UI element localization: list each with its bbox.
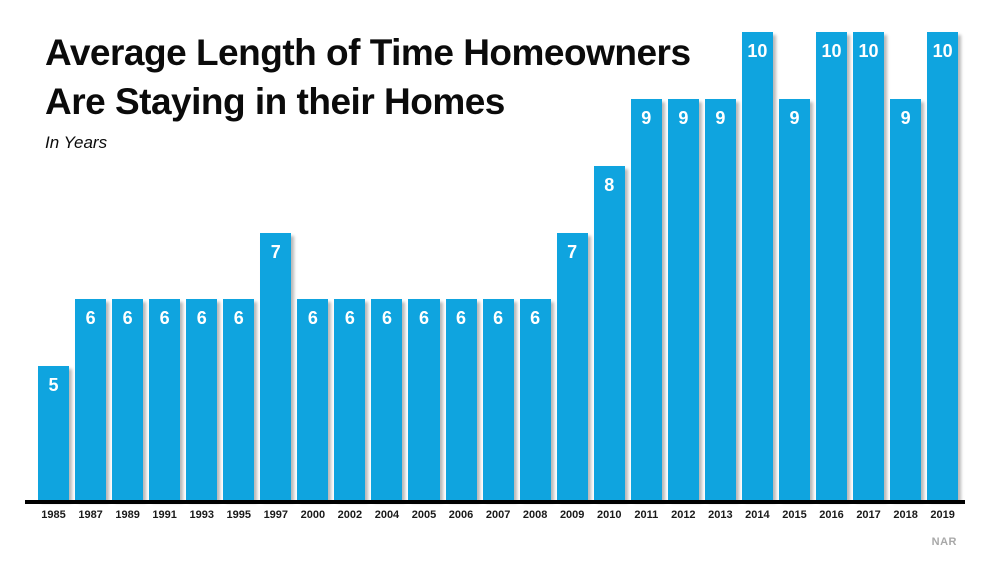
bar-1993: 6 — [186, 299, 218, 500]
x-tick-label: 2018 — [893, 509, 918, 521]
chart-header: Average Length of Time Homeowners Are St… — [45, 28, 691, 153]
bar-value-label: 9 — [900, 107, 911, 128]
x-tick-label: 2007 — [485, 509, 511, 521]
bar-2017: 10 — [853, 32, 885, 500]
x-tick-label: 2004 — [374, 509, 400, 521]
bar-value-label: 6 — [381, 308, 392, 329]
chart-title-line-1: Average Length of Time Homeowners — [45, 32, 691, 73]
bar-value-label: 6 — [344, 308, 355, 329]
bar-value-label: 6 — [530, 308, 541, 329]
bar-value-label: 6 — [159, 308, 170, 329]
bar-2005: 6 — [408, 299, 440, 500]
x-tick-label: 2016 — [819, 509, 844, 521]
x-axis-line — [25, 500, 965, 504]
x-tick-label: 2008 — [522, 509, 548, 521]
bar-2013: 9 — [704, 98, 736, 500]
x-tick-label: 1993 — [189, 509, 214, 521]
bar-2011: 9 — [630, 98, 662, 500]
bar-2004: 6 — [371, 299, 403, 500]
x-tick-label: 2019 — [930, 509, 955, 521]
bar-2019: 10 — [927, 32, 959, 500]
x-tick-label: 2002 — [337, 509, 363, 521]
bar-value-label: 9 — [789, 107, 800, 128]
bar-2002: 6 — [334, 299, 366, 500]
bar-2012: 9 — [667, 98, 699, 500]
bar-value-label: 10 — [747, 41, 768, 61]
bar-value-label: 6 — [456, 308, 467, 329]
x-tick-label: 2013 — [708, 509, 733, 521]
bar-value-label: 6 — [418, 308, 429, 329]
x-tick-label: 1997 — [263, 509, 289, 521]
x-tick-label: 2010 — [596, 509, 622, 521]
x-tick-label: 1985 — [41, 509, 66, 521]
x-tick-label: 2005 — [411, 509, 437, 521]
x-tick-label: 2006 — [448, 509, 474, 521]
bar-value-label: 5 — [48, 375, 59, 396]
bar-value-label: 10 — [821, 41, 842, 61]
x-tick-label: 2011 — [634, 509, 659, 521]
x-tick-label: 2015 — [782, 509, 807, 521]
x-tick-label: 1989 — [115, 509, 140, 521]
bar-value-label: 7 — [270, 241, 281, 262]
bar-value-label: 6 — [493, 308, 504, 329]
bar-value-label: 6 — [307, 308, 318, 329]
bar-1989: 6 — [112, 299, 144, 500]
bar-value-label: 10 — [932, 41, 953, 61]
x-axis-labels: 1985 1987 1989 1991 1993 1995 1997 2000 2002 2004… — [38, 509, 958, 521]
bar-1991: 6 — [149, 299, 181, 500]
x-tick-label: 2014 — [745, 509, 770, 521]
bar-value-label: 6 — [233, 308, 244, 329]
bar-2000: 6 — [297, 299, 329, 500]
x-tick-label: 2012 — [671, 509, 696, 521]
x-tick-label: 1991 — [152, 509, 177, 521]
bar-value-label: 9 — [715, 107, 726, 128]
bar-value-label: 9 — [641, 107, 652, 128]
bar-2015: 9 — [778, 98, 810, 500]
bar-chart-plot-area: 5 6 6 6 6 6 7 6 6 6 6 6 6 6 7 8 9 9 9 10 9 10 10 9 10 — [38, 32, 959, 500]
bar-2006: 6 — [445, 299, 477, 500]
bar-value-label: 7 — [567, 241, 578, 262]
bar-2009: 7 — [556, 232, 588, 500]
bar-2010: 8 — [593, 165, 625, 500]
bar-1985: 5 — [38, 366, 70, 500]
x-tick-label: 1987 — [78, 509, 103, 521]
bar-2018: 9 — [890, 98, 922, 500]
x-tick-label: 2009 — [559, 509, 585, 521]
bar-1995: 6 — [223, 299, 255, 500]
bar-2014: 10 — [741, 32, 773, 500]
bar-2007: 6 — [482, 299, 514, 500]
bar-value-label: 9 — [678, 107, 689, 128]
source-label: NAR — [931, 536, 957, 548]
bar-value-label: 6 — [85, 308, 96, 329]
bar-2008: 6 — [519, 299, 551, 500]
x-tick-label: 1995 — [226, 509, 251, 521]
chart-subtitle: In Years — [45, 133, 108, 152]
x-tick-label: 2017 — [856, 509, 881, 521]
bar-2016: 10 — [815, 32, 848, 500]
bar-1997: 7 — [260, 232, 292, 500]
bar-value-label: 6 — [196, 308, 207, 329]
chart-title-line-2: Are Staying in their Homes — [45, 81, 505, 122]
x-tick-label: 2000 — [300, 509, 326, 521]
bar-1987: 6 — [75, 299, 107, 500]
chart-title: Average Length of Time Homeowners Are St… — [45, 28, 691, 126]
bar-value-label: 8 — [604, 174, 615, 195]
bar-value-label: 10 — [858, 41, 879, 61]
bar-value-label: 6 — [122, 308, 133, 329]
